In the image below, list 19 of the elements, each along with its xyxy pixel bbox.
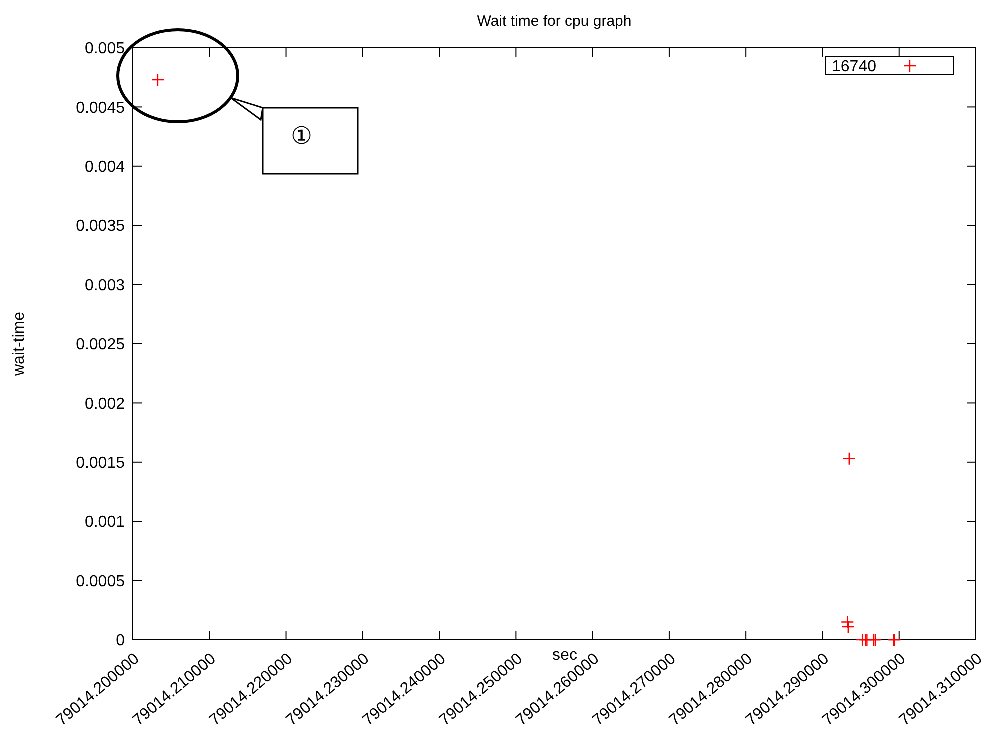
- point: [841, 616, 854, 629]
- y-tick-label: 0.0035: [76, 218, 126, 236]
- point: [842, 620, 855, 634]
- y-tick-label: 0.005: [84, 40, 126, 58]
- y-tick-label: 0.0025: [76, 336, 126, 354]
- annotation: ①: [291, 122, 313, 150]
- y-axis-title: wait-time: [11, 312, 28, 378]
- y-tick-label: 0.001: [84, 514, 126, 532]
- chart-title: Wait time for cpu graph: [477, 13, 632, 30]
- point: [151, 73, 165, 87]
- point: [842, 452, 856, 466]
- y-tick-label: 0: [116, 632, 126, 650]
- y-tick-label: 0.003: [84, 277, 126, 294]
- y-tick-label: 0.0015: [76, 455, 126, 472]
- y-tick-label: 0.0045: [76, 100, 126, 117]
- legend-label: 16740: [832, 58, 877, 76]
- y-tick-label: 0.004: [84, 159, 126, 176]
- y-tick-label: 0.0005: [76, 573, 126, 590]
- y-tick-label: 0.002: [84, 396, 126, 413]
